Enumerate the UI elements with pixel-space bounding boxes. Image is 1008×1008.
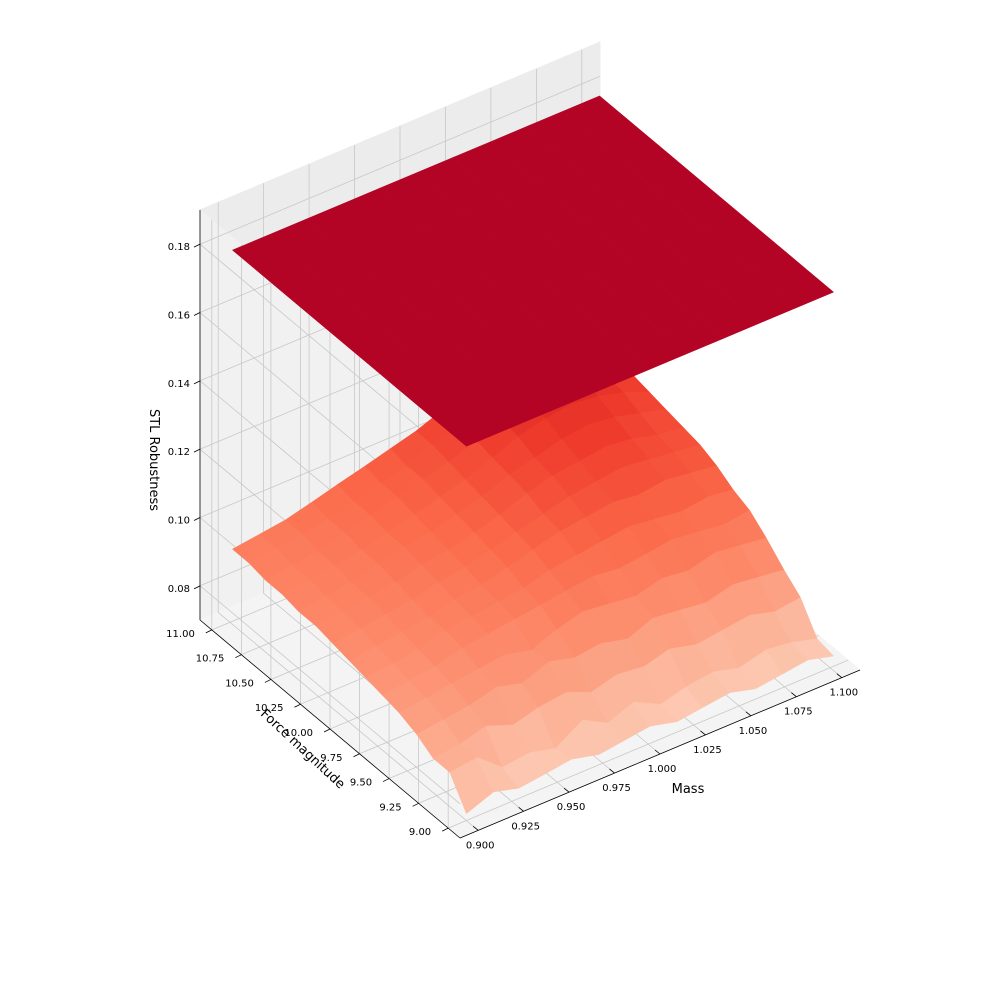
z-tick-mark <box>193 243 201 248</box>
z-tick-label: 0.16 <box>168 311 190 322</box>
x-tick-label: 0.975 <box>602 783 631 794</box>
z-tick-label: 0.18 <box>168 242 190 253</box>
z-tick-label: 0.08 <box>168 584 190 595</box>
y-tick-label: 10.50 <box>225 678 254 689</box>
z-tick-label: 0.12 <box>168 447 190 458</box>
x-tick-label: 1.100 <box>829 688 858 699</box>
z-tick-mark <box>193 448 201 453</box>
y-tick-mark <box>235 654 242 659</box>
x-tick-mark <box>472 826 479 831</box>
x-tick-mark <box>791 692 797 698</box>
x-tick-mark <box>700 730 706 736</box>
y-tick-mark <box>412 802 419 807</box>
x-tick-mark <box>745 711 752 717</box>
x-tick-label: 1.000 <box>648 764 677 775</box>
y-tick-label: 10.00 <box>284 728 313 739</box>
x-axis-label: Mass <box>672 782 705 797</box>
y-tick-label: 9.00 <box>409 827 431 838</box>
y-tick-mark <box>205 629 212 634</box>
x-tick-mark <box>609 768 615 774</box>
y-tick-label: 9.75 <box>320 753 342 764</box>
x-tick-mark <box>836 673 843 678</box>
y-tick-mark <box>353 753 360 758</box>
grid-line-x <box>217 202 479 831</box>
z-tick-label: 0.10 <box>168 516 190 527</box>
y-tick-mark <box>294 703 301 708</box>
x-tick-label: 0.900 <box>466 840 495 851</box>
x-tick-label: 1.075 <box>784 707 813 718</box>
y-tick-label: 9.25 <box>379 802 401 813</box>
x-tick-label: 0.950 <box>557 802 586 813</box>
y-tick-label: 11.00 <box>166 629 195 640</box>
z-tick-label: 0.14 <box>168 379 190 390</box>
z-tick-mark <box>193 585 201 590</box>
x-tick-mark <box>654 749 661 755</box>
x-tick-label: 1.025 <box>693 745 722 756</box>
z-tick-mark <box>193 380 201 385</box>
y-tick-mark <box>442 827 449 832</box>
y-tick-mark <box>264 679 272 683</box>
z-tick-mark <box>193 312 201 316</box>
y-tick-mark <box>323 728 331 733</box>
x-tick-label: 0.925 <box>511 821 540 832</box>
y-tick-label: 10.75 <box>196 654 225 665</box>
surface-facet <box>791 638 835 661</box>
y-tick-label: 10.25 <box>255 703 284 714</box>
z-tick-mark <box>193 517 201 521</box>
flat-surface-facet <box>773 272 835 308</box>
y-tick-label: 9.50 <box>350 778 372 789</box>
x-tick-label: 1.050 <box>739 726 768 737</box>
tick-labels: 0.900 0.925 0.950 0.975 1.000 1.025 1.050 1.075… <box>166 242 858 851</box>
x-tick-mark <box>518 806 524 812</box>
y-tick-mark <box>382 778 390 782</box>
surface-plots <box>231 95 835 815</box>
x-tick-mark <box>563 787 570 793</box>
z-axis-label: STL Robustness <box>146 409 161 511</box>
